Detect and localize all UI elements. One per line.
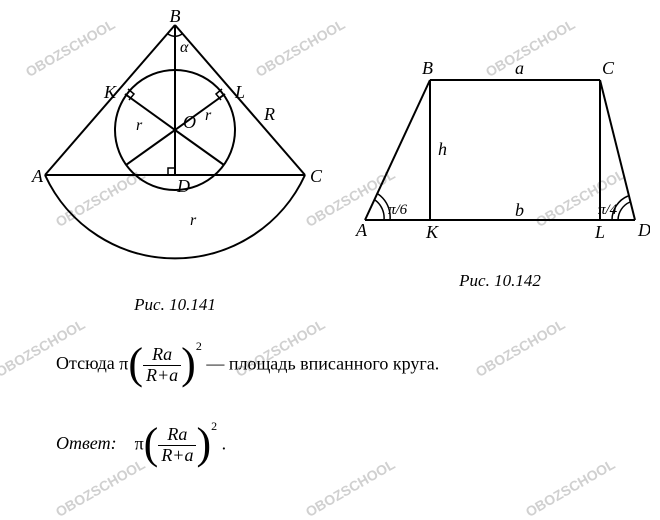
sentence-area-inscribed: Отсюда π(RaR+a)2 — площадь вписанного кр… (30, 345, 439, 386)
answer-line: Ответ: π(RaR+a)2 . (30, 425, 226, 466)
figure-right: B C A D K L a b h π/6 π/4 Рис. 10.142 (350, 50, 650, 291)
label-C: C (310, 166, 323, 186)
fraction-Ra-over-R+a: RaR+a (143, 345, 181, 386)
label-pi6: π/6 (388, 202, 408, 218)
superscript-2: 2 (196, 339, 202, 354)
label-D2: D (637, 220, 650, 240)
caption-left: Рис. 10.141 (20, 295, 330, 315)
figure-left: B α K L O R A C D r r r Рис. 10.141 (20, 10, 330, 315)
label-B: B (170, 10, 181, 26)
symbol-pi-2: π (135, 433, 144, 453)
figures-row: B α K L O R A C D r r r Рис. 10.141 (0, 0, 660, 330)
label-D: D (176, 176, 190, 196)
frac-den: R+a (143, 366, 181, 386)
frac-num-2: Ra (158, 425, 196, 446)
label-K: K (103, 82, 117, 102)
fraction-Ra-over-R+a-2: RaR+a (158, 425, 196, 466)
label-A: A (31, 166, 44, 186)
label-r3: r (190, 212, 197, 229)
label-r1: r (136, 117, 143, 134)
paren-close: ) (181, 346, 196, 381)
label-B2: B (422, 58, 433, 78)
label-b: b (515, 200, 524, 220)
label-C2: C (602, 58, 615, 78)
frac-num: Ra (143, 345, 181, 366)
paren-open: ( (128, 346, 143, 381)
label-R: R (263, 104, 275, 124)
paren-open-2: ( (144, 426, 159, 461)
label-O: O (183, 112, 196, 132)
watermark: OBOZSCHOOL (303, 456, 398, 520)
label-L2: L (594, 222, 605, 242)
superscript-2b: 2 (211, 419, 217, 434)
frac-den-2: R+a (158, 446, 196, 466)
symbol-pi: π (119, 353, 128, 373)
diagram-triangle-circle: B α K L O R A C D r r r (20, 10, 330, 290)
caption-right: Рис. 10.142 (350, 271, 650, 291)
label-alpha: α (180, 39, 189, 56)
label-pi4: π/4 (598, 202, 618, 218)
word-otvet: Ответ: (56, 433, 117, 453)
label-K2: K (425, 222, 439, 242)
label-a: a (515, 58, 524, 78)
tail-text: — площадь вписанного круга. (206, 353, 439, 373)
diagram-trapezoid: B C A D K L a b h π/6 π/4 (350, 50, 650, 260)
label-L: L (234, 82, 245, 102)
paren-close-2: ) (196, 426, 211, 461)
label-r2: r (205, 107, 212, 124)
label-h: h (438, 139, 447, 159)
watermark: OBOZSCHOOL (523, 456, 618, 520)
label-A2: A (355, 220, 368, 240)
word-otsyuda: Отсюда (56, 353, 115, 373)
period: . (222, 433, 227, 453)
